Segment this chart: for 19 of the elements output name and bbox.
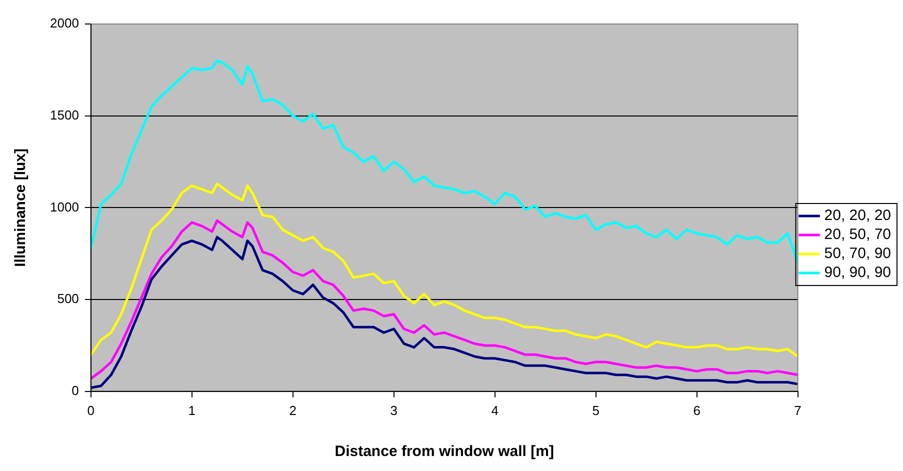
- legend-label: 20, 20, 20: [824, 207, 892, 224]
- y-axis-title: Illuminance [lux]: [12, 148, 30, 267]
- legend-label: 20, 50, 70: [824, 226, 892, 244]
- x-axis-title: Distance from window wall [m]: [334, 443, 554, 460]
- y-tick-label: 0: [72, 382, 79, 398]
- x-tick-label: 4: [491, 402, 498, 418]
- x-tick-label: 2: [289, 402, 296, 418]
- x-tick-label: 5: [592, 402, 600, 418]
- y-tick-label: 2000: [50, 16, 79, 31]
- x-tick-label: 0: [87, 402, 95, 418]
- legend-label: 90, 90, 90: [824, 264, 892, 282]
- y-tick-label: 1500: [50, 107, 79, 122]
- x-tick-label: 7: [794, 402, 802, 418]
- x-tick-label: 3: [390, 402, 398, 418]
- legend-label: 50, 70, 90: [824, 245, 892, 262]
- y-tick-label: 500: [57, 291, 79, 306]
- x-tick-label: 1: [188, 402, 196, 418]
- y-tick-label: 1000: [50, 199, 79, 214]
- x-tick-label: 6: [693, 402, 700, 418]
